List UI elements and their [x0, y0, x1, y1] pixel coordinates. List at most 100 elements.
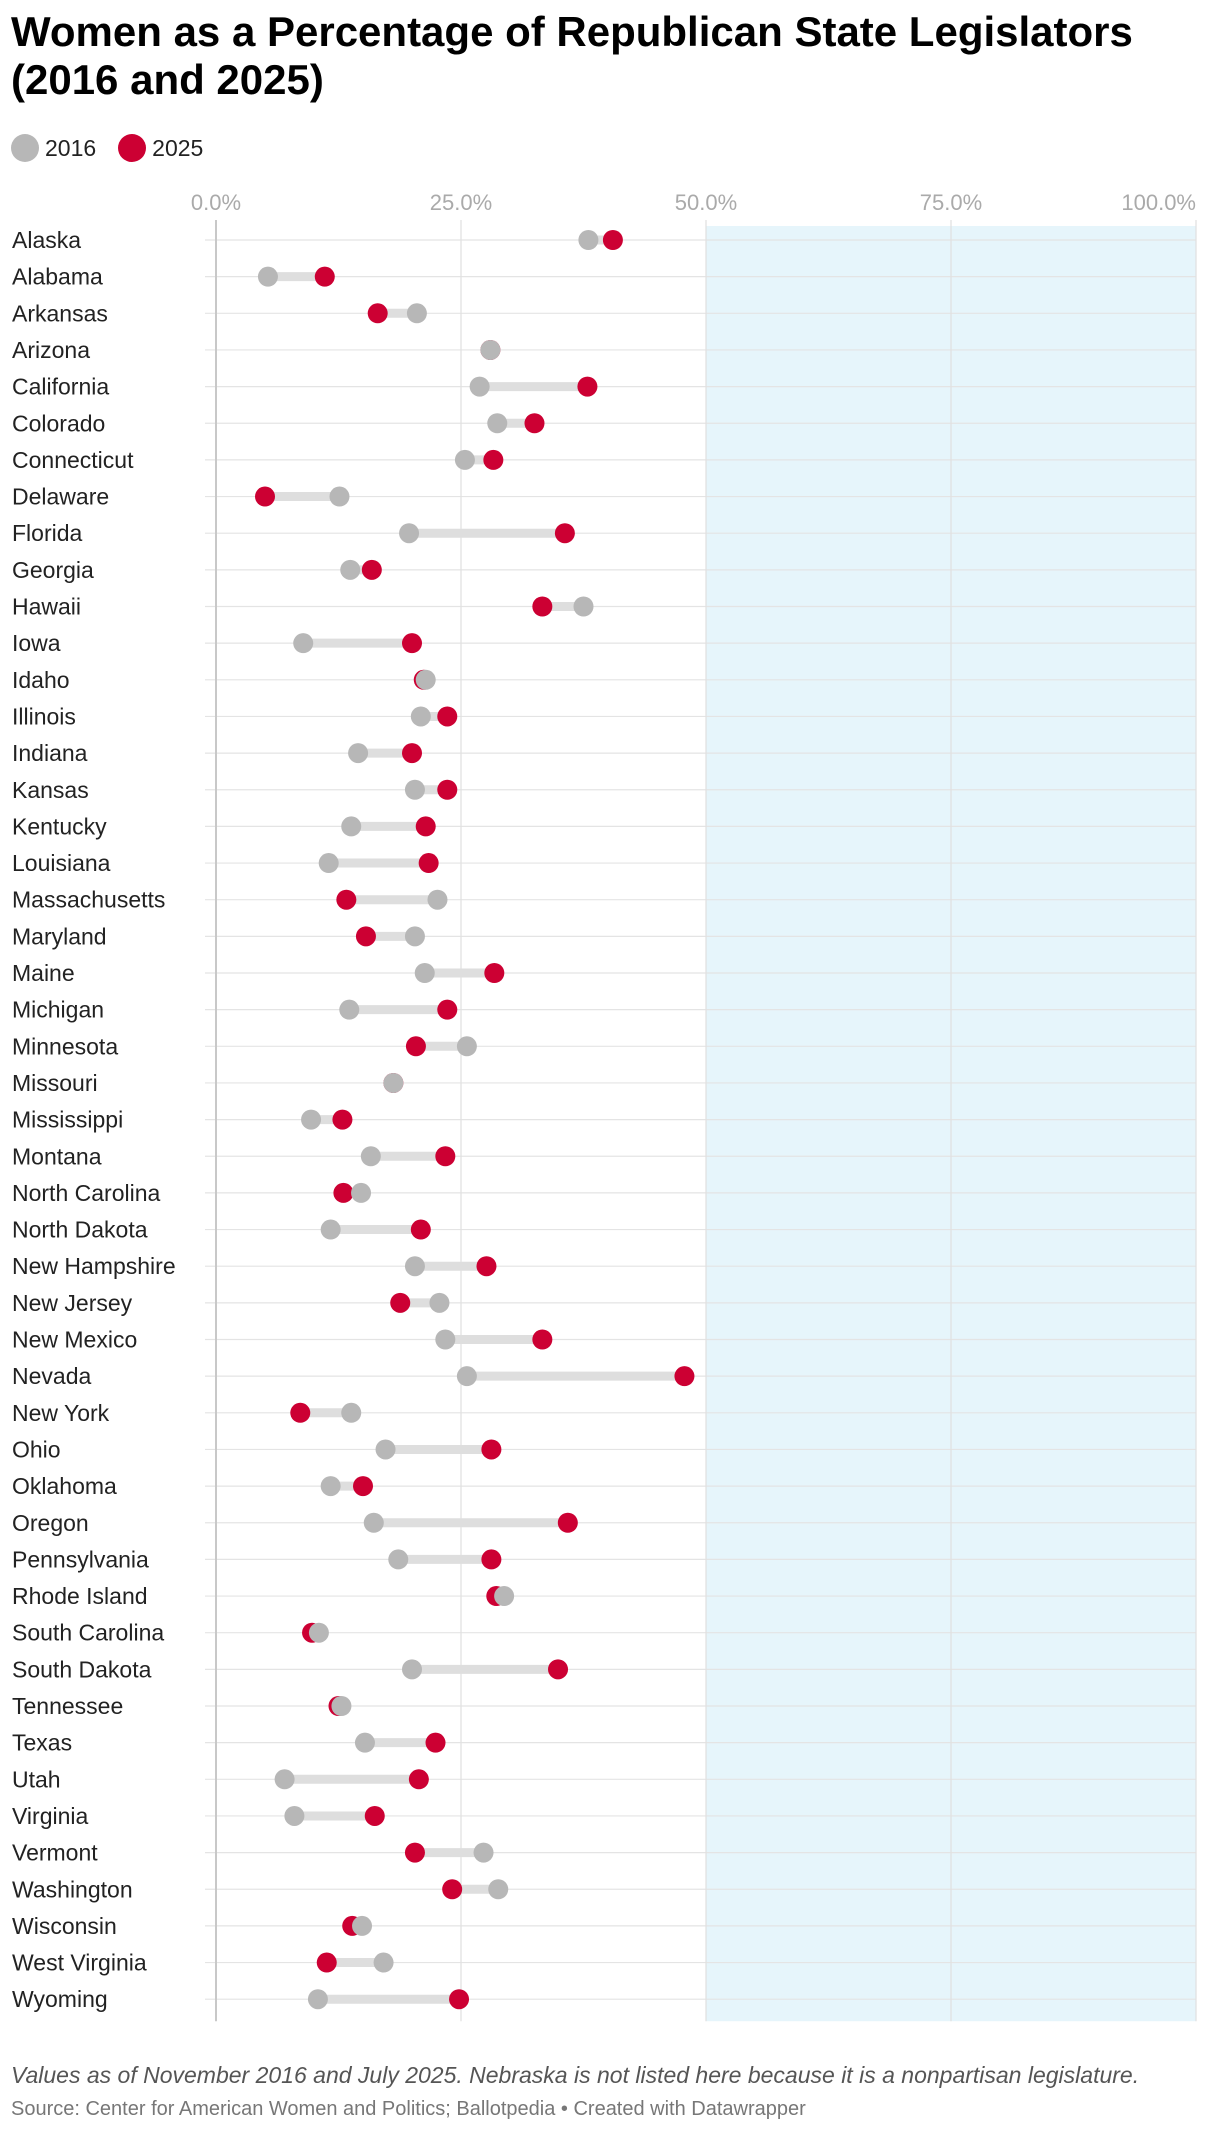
- point-2016: [339, 999, 360, 1020]
- state-label: Kentucky: [12, 813, 107, 839]
- state-label: New Jersey: [12, 1290, 133, 1316]
- state-label: Vermont: [12, 1840, 98, 1866]
- point-2016: [578, 230, 599, 250]
- point-2016: [348, 743, 369, 764]
- state-label: Utah: [12, 1766, 61, 1792]
- state-label: Connecticut: [12, 447, 134, 473]
- point-2025: [418, 853, 439, 874]
- state-label: Colorado: [12, 410, 105, 436]
- state-label: Florida: [12, 520, 83, 546]
- point-2016: [410, 706, 431, 727]
- legend-label-2025: 2025: [152, 134, 204, 161]
- point-2016: [307, 1989, 328, 2010]
- state-label: Indiana: [12, 740, 88, 766]
- point-2016: [494, 1586, 515, 1607]
- state-label: Wyoming: [12, 1986, 108, 2012]
- point-2016: [456, 1036, 477, 1057]
- x-tick-label: 0.0%: [191, 190, 241, 215]
- point-2016: [456, 1366, 477, 1387]
- point-2016: [388, 1549, 409, 1570]
- state-label: Oregon: [12, 1510, 89, 1536]
- point-2016: [404, 779, 425, 800]
- point-2016: [399, 523, 420, 544]
- state-label: Kansas: [12, 777, 89, 803]
- state-label: Minnesota: [12, 1033, 118, 1059]
- point-2025: [481, 1549, 502, 1570]
- point-2016: [414, 963, 435, 983]
- point-2016: [320, 1219, 341, 1240]
- point-2016: [402, 1659, 422, 1680]
- point-2025: [364, 1805, 385, 1826]
- point-2025: [602, 230, 623, 250]
- state-label: Arizona: [12, 337, 90, 363]
- point-2016: [415, 669, 436, 690]
- state-label: Wisconsin: [12, 1913, 117, 1939]
- point-2025: [483, 449, 504, 470]
- state-label: South Dakota: [12, 1656, 152, 1682]
- point-2025: [405, 1036, 426, 1057]
- point-2025: [437, 706, 458, 727]
- state-label: Hawaii: [12, 594, 81, 620]
- state-label: North Dakota: [12, 1217, 148, 1243]
- point-2025: [410, 1219, 431, 1240]
- legend-label-2016: 2016: [45, 134, 97, 161]
- state-label: Virginia: [12, 1803, 88, 1829]
- point-2016: [320, 1476, 341, 1497]
- point-2016: [404, 926, 425, 947]
- point-2025: [674, 1366, 695, 1387]
- state-label: Michigan: [12, 997, 104, 1023]
- state-label: Alabama: [12, 264, 103, 290]
- point-2025: [532, 596, 553, 617]
- point-2025: [557, 1512, 578, 1533]
- state-label: Delaware: [12, 484, 109, 510]
- state-label: New Hampshire: [12, 1253, 176, 1279]
- point-2016: [331, 1696, 352, 1716]
- point-2025: [449, 1989, 470, 2010]
- point-2016: [573, 596, 594, 617]
- chart-note: Values as of November 2016 and July 2025…: [11, 2062, 1140, 2088]
- point-2016: [257, 266, 278, 287]
- state-label: Iowa: [12, 630, 61, 656]
- dot-range-chart: 0.0% 25.0% 50.0% 75.0% 100.0% Alaska Alabama Ar…: [12, 190, 1197, 2022]
- point-2025: [524, 413, 545, 434]
- point-2016: [341, 1402, 362, 1423]
- point-2016: [341, 816, 362, 837]
- point-2016: [429, 1292, 450, 1313]
- point-2016: [480, 339, 501, 360]
- point-2025: [355, 926, 376, 947]
- state-label: Nevada: [12, 1363, 91, 1389]
- point-2016: [293, 633, 314, 654]
- point-2025: [437, 779, 458, 800]
- x-tick-label: 75.0%: [920, 190, 982, 215]
- legend-swatch-2016: [11, 134, 39, 162]
- state-label: Tennessee: [12, 1693, 123, 1719]
- point-2016: [363, 1512, 384, 1533]
- point-2016: [352, 1915, 373, 1936]
- point-2025: [367, 303, 388, 324]
- state-label: Pennsylvania: [12, 1546, 149, 1572]
- point-2025: [554, 523, 575, 544]
- x-tick-label: 100.0%: [1121, 190, 1196, 215]
- point-2025: [332, 1109, 353, 1130]
- point-2016: [473, 1842, 494, 1863]
- point-2016: [284, 1805, 305, 1826]
- x-tick-label: 25.0%: [430, 190, 492, 215]
- point-2025: [255, 486, 275, 507]
- point-2016: [351, 1182, 372, 1203]
- point-2016: [488, 1879, 509, 1900]
- point-2016: [406, 303, 427, 324]
- point-2025: [481, 1439, 502, 1460]
- point-2025: [336, 889, 357, 910]
- point-2016: [274, 1769, 295, 1790]
- point-2025: [425, 1732, 446, 1753]
- point-2025: [402, 743, 422, 764]
- point-2016: [375, 1439, 396, 1460]
- point-2025: [314, 266, 335, 287]
- point-2025: [353, 1476, 373, 1497]
- point-2025: [333, 1182, 354, 1203]
- state-label: Mississippi: [12, 1107, 123, 1133]
- state-label: Washington: [12, 1876, 133, 1902]
- point-2016: [469, 376, 490, 397]
- state-label: New York: [12, 1400, 110, 1426]
- state-label: North Carolina: [12, 1180, 160, 1206]
